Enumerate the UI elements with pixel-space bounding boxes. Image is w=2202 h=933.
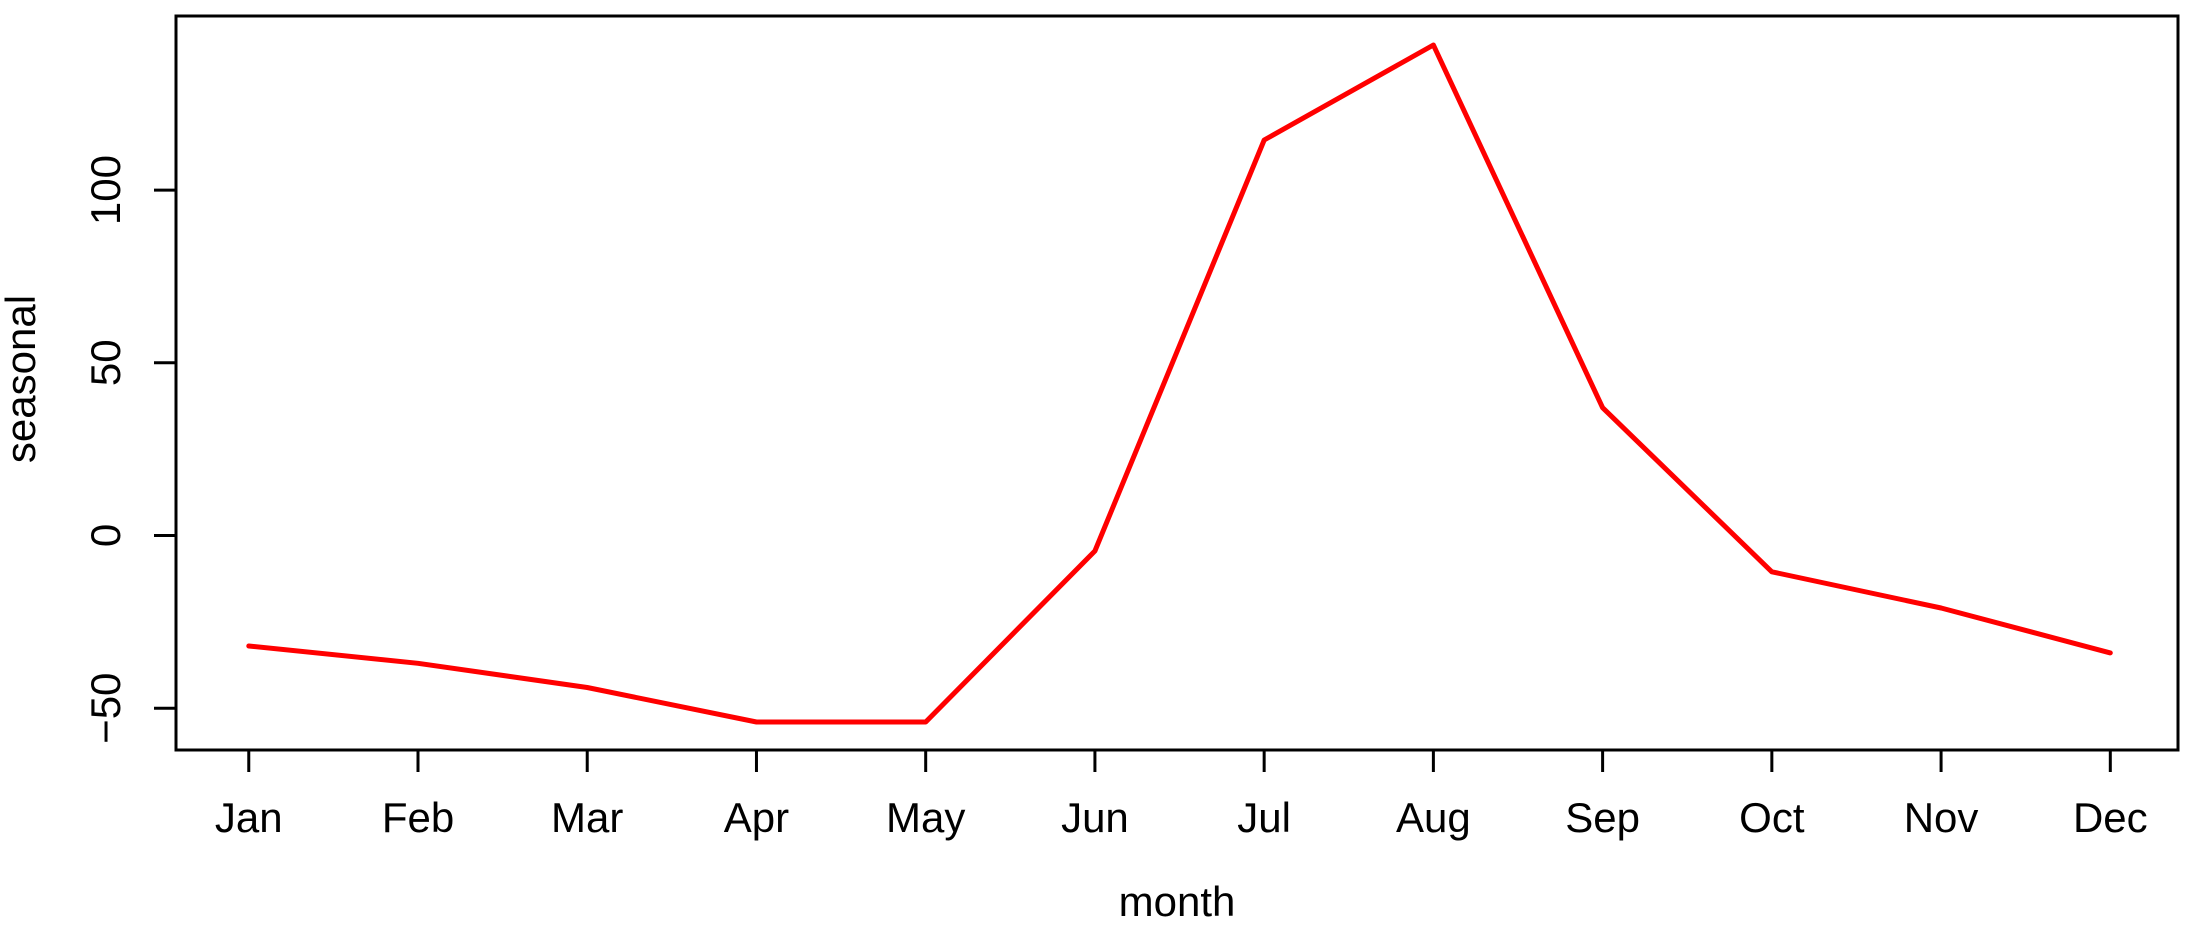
y-tick-label-50: 50 [82,339,129,386]
x-tick-label-jul: Jul [1237,794,1291,841]
x-tick-label-apr: Apr [724,794,789,841]
seasonal-series-line [246,42,2113,725]
x-tick-label-may: May [886,794,965,841]
x-tick-label-mar: Mar [551,794,623,841]
x-tick-label-jun: Jun [1061,794,1129,841]
y-axis-label: seasonal [0,295,44,463]
y-tick-label--50: −50 [82,673,129,744]
x-tick-label-oct: Oct [1739,794,1805,841]
plot-box [174,14,2180,752]
x-tick-label-nov: Nov [1904,794,1979,841]
y-tick-label-100: 100 [82,155,129,225]
x-tick-label-dec: Dec [2073,794,2148,841]
x-tick-label-aug: Aug [1396,794,1471,841]
x-tick-label-jan: Jan [215,794,283,841]
x-tick-label-feb: Feb [382,794,454,841]
y-tick-label-0: 0 [82,524,129,547]
x-axis-label: month [1119,878,1236,925]
x-tick-label-sep: Sep [1565,794,1640,841]
